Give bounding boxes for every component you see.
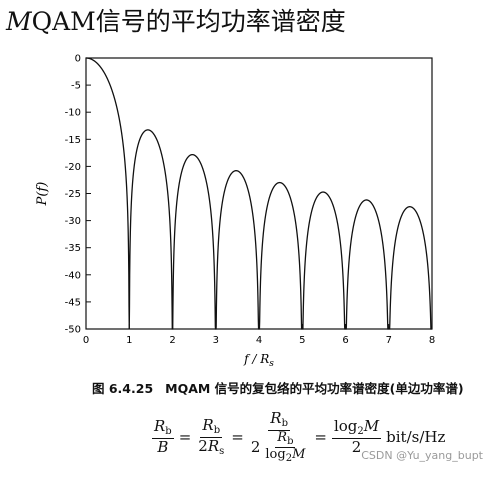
y-tick-label: -30 <box>65 216 81 227</box>
y-tick-label: -45 <box>65 297 81 308</box>
y-tick-label: -5 <box>71 81 81 92</box>
psd-curve <box>86 57 432 330</box>
plot-frame <box>85 57 433 330</box>
x-tick-label: 7 <box>386 335 392 346</box>
chart-series <box>86 57 432 330</box>
y-tick-label: 0 <box>75 54 81 65</box>
x-axis-label: f / Rs <box>243 352 274 369</box>
fraction-rb-over-2rs: Rb 2Rs <box>198 416 225 457</box>
y-tick-label: -35 <box>65 243 81 254</box>
y-tick-label: -25 <box>65 189 81 200</box>
figure-caption: 图 6.4.25 MQAM 信号的复包络的平均功率谱密度(单边功率谱) <box>92 378 464 397</box>
spectral-efficiency-formula: Rb B = Rb 2Rs = Rb 2 Rb log2M = log2M 2 … <box>152 409 446 464</box>
x-tick-label: 3 <box>213 335 219 346</box>
fraction-log2m-over-2: log2M 2 <box>331 417 382 456</box>
watermark: CSDN @Yu_yang_bupt <box>361 449 483 462</box>
x-tick-label: 0 <box>83 335 89 346</box>
y-tick-label: -20 <box>65 162 81 173</box>
y-tick-label: -10 <box>65 108 81 119</box>
x-tick-label: 1 <box>126 335 132 346</box>
figure-caption-text: MQAM 信号的复包络的平均功率谱密度(单边功率谱) <box>165 381 464 396</box>
x-tick-label: 6 <box>342 335 348 346</box>
x-tick-label: 8 <box>429 335 435 346</box>
chart-axes <box>85 57 433 330</box>
y-axis-label: P(f) <box>35 182 50 207</box>
x-tick-label: 2 <box>169 335 175 346</box>
y-tick-label: -50 <box>65 325 81 336</box>
psd-chart: 0 1 2 3 4 5 6 7 80-5-10-15-20-25-30-35-40-45-50 … <box>35 54 435 370</box>
page-title: MQAM信号的平均功率谱密度 <box>6 7 346 36</box>
x-tick-label: 4 <box>256 335 262 346</box>
x-tick-label: 5 <box>299 335 305 346</box>
y-tick-label: -40 <box>65 270 81 281</box>
fraction-nested: Rb 2 Rb log2M <box>250 409 306 464</box>
unit-label: bit/s/Hz <box>386 428 446 447</box>
fraction-rb-over-b: Rb B <box>152 417 174 456</box>
y-tick-label: -15 <box>65 135 81 146</box>
figure-number: 图 6.4.25 <box>92 381 154 396</box>
